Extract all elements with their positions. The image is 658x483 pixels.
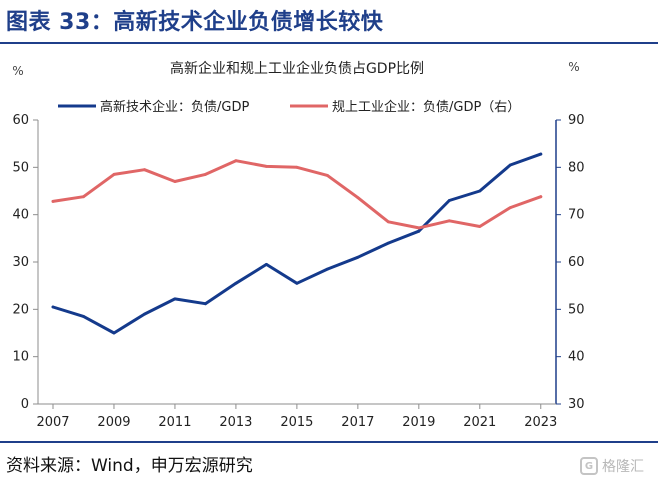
left-tick-label: 10: [12, 350, 29, 365]
series-1-point: [447, 199, 451, 202]
legend-label-series-2: 规上工业企业：负债/GDP（右）: [332, 99, 520, 115]
left-tick-label: 20: [12, 302, 29, 317]
series-1-point: [265, 263, 268, 266]
series-1-point: [386, 241, 390, 245]
series-1-point: [295, 281, 299, 285]
series-2-point: [326, 174, 329, 177]
right-axis-ticks: 30 40 50 60 70 80 90: [556, 113, 585, 412]
series-1-point: [508, 163, 512, 167]
series-2-point: [447, 219, 451, 223]
series-2-point: [295, 165, 299, 169]
series-1-point: [356, 255, 360, 259]
right-tick-label: 60: [568, 255, 585, 270]
left-axis-ticks: 0 10 20 30 40 50 60: [12, 113, 38, 412]
series-2-point: [356, 196, 360, 200]
figure-title: 图表 33：高新技术企业负债增长较快: [6, 10, 384, 35]
x-tick-label: 2013: [219, 415, 252, 430]
x-tick-label: 2021: [463, 415, 496, 430]
series-2-point: [112, 173, 116, 176]
series-1-point: [539, 152, 543, 156]
series-line-1: [51, 152, 543, 335]
x-tick-label: 2007: [36, 415, 69, 430]
chart-title: 高新企业和规上工业企业负债占GDP比例: [170, 60, 424, 77]
series-2-point: [82, 195, 85, 199]
right-tick-label: 40: [568, 350, 585, 365]
x-tick-label: 2015: [280, 415, 313, 430]
line-chart: 高新企业和规上工业企业负债占GDP比例 % % 高新技术企业：负债/GDP 规上…: [12, 60, 585, 430]
series-2-point: [51, 200, 55, 203]
series-2-point: [173, 180, 177, 183]
x-tick-label: 2017: [341, 415, 374, 430]
x-tick-label: 2019: [402, 415, 435, 430]
right-axis-unit: %: [568, 60, 579, 74]
x-tick-label: 2009: [97, 415, 130, 430]
series-2-point: [143, 168, 146, 172]
series-1-point: [51, 305, 55, 309]
left-tick-label: 40: [12, 208, 29, 223]
left-tick-label: 30: [12, 255, 29, 270]
right-tick-label: 70: [568, 208, 585, 223]
footer-divider: [0, 441, 658, 443]
source-note: 资料来源：Wind，申万宏源研究: [6, 456, 253, 476]
series-2-point: [417, 226, 421, 230]
series-1-point: [478, 189, 482, 193]
right-tick-label: 50: [568, 302, 585, 317]
series-2-point: [539, 195, 543, 199]
series-1-point: [82, 315, 85, 318]
series-2-point: [204, 173, 207, 176]
series-1-point: [173, 297, 177, 301]
legend-label-series-1: 高新技术企业：负债/GDP: [100, 99, 249, 115]
right-tick-label: 30: [568, 397, 585, 412]
left-tick-label: 60: [12, 113, 29, 128]
series-1-point: [204, 302, 207, 306]
watermark-logo-icon: G: [580, 457, 598, 475]
series-2-point: [508, 206, 512, 210]
series-2-point: [234, 159, 238, 163]
series-1-point: [112, 331, 116, 335]
x-axis-ticks: 2007 2009 2011 2013 2015 2017 2019 2021 2023: [36, 404, 557, 430]
x-tick-label: 2023: [524, 415, 557, 430]
left-tick-label: 50: [12, 160, 29, 175]
right-tick-label: 90: [568, 113, 585, 128]
title-divider: [0, 42, 658, 44]
series-2-point: [478, 225, 482, 228]
series-1-point: [326, 267, 329, 271]
series-1-point: [417, 229, 421, 233]
series-1-point: [234, 281, 238, 285]
left-axis-unit: %: [12, 64, 23, 78]
series-2-point: [386, 220, 390, 224]
series-1-point: [143, 312, 146, 316]
series-2-point: [265, 165, 268, 168]
x-tick-label: 2011: [158, 415, 191, 430]
right-tick-label: 80: [568, 160, 585, 175]
series-layer: [51, 152, 543, 335]
legend: 高新技术企业：负债/GDP 规上工业企业：负债/GDP（右）: [58, 99, 520, 115]
watermark-text: 格隆汇: [602, 459, 644, 475]
watermark: G 格隆汇: [580, 456, 644, 476]
left-tick-label: 0: [21, 397, 29, 412]
